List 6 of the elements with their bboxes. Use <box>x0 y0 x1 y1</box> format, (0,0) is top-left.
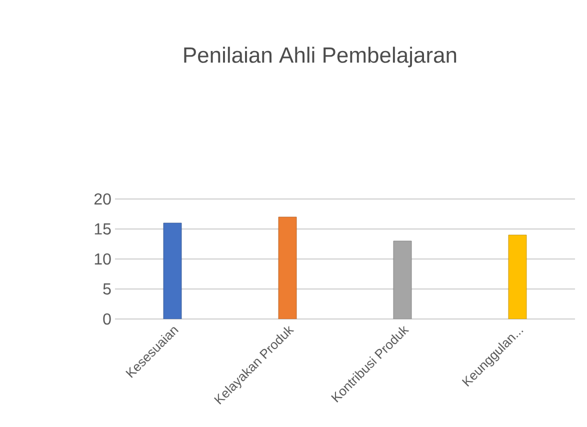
y-tick-label: 0 <box>103 313 111 325</box>
y-tick-label: 10 <box>94 253 111 265</box>
chart-title: Penilaian Ahli Pembelajaran <box>184 46 456 68</box>
y-tick-label: 15 <box>94 223 111 235</box>
y-tick-label: 5 <box>103 283 111 295</box>
y-tick-label: 20 <box>94 193 111 205</box>
